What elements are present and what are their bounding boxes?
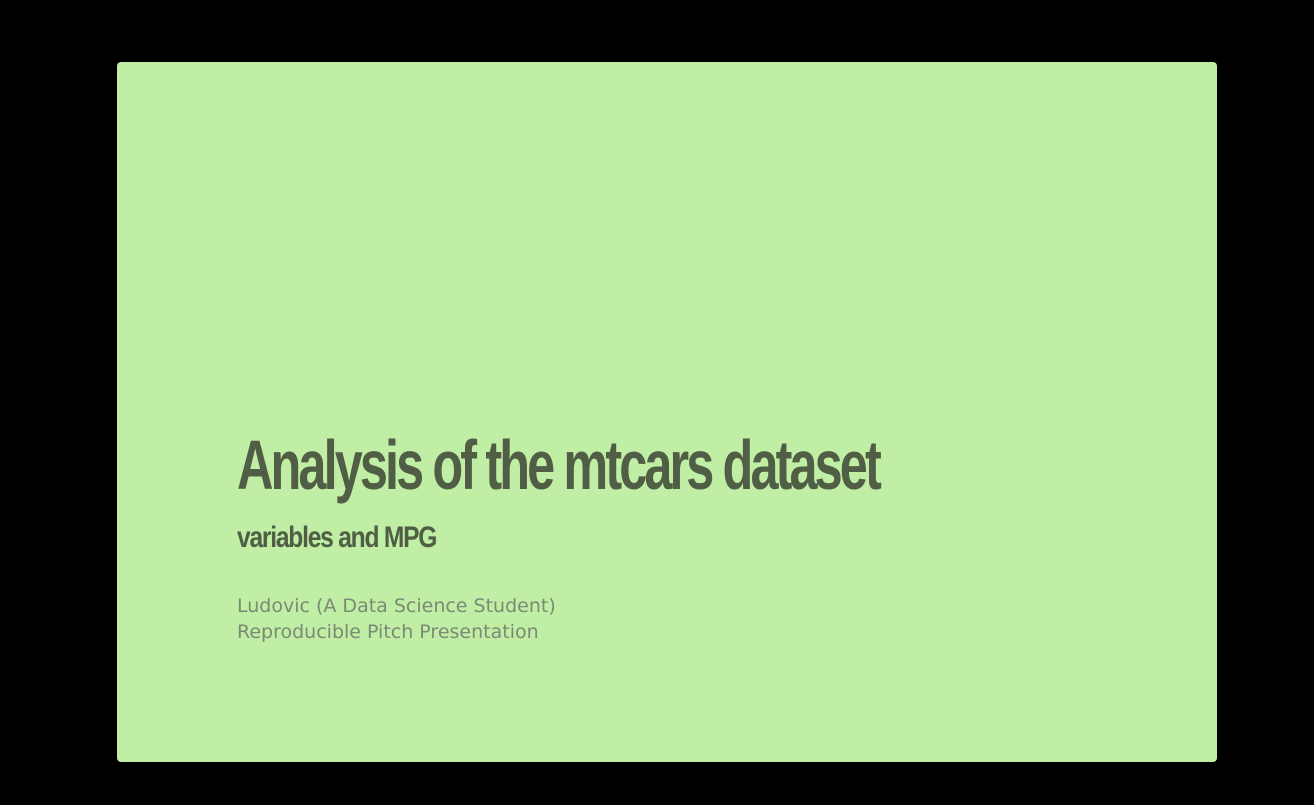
presentation-note: Reproducible Pitch Presentation — [237, 621, 539, 643]
slide-subtitle: variables and MPG — [237, 521, 437, 554]
slide-content: Analysis of the mtcars dataset variables… — [237, 427, 1137, 645]
title-slide: Analysis of the mtcars dataset variables… — [117, 62, 1217, 762]
slide-title: Analysis of the mtcars dataset — [237, 426, 882, 504]
slide-meta: Ludovic (A Data Science Student) Reprodu… — [237, 593, 1137, 645]
author-line: Ludovic (A Data Science Student) — [237, 595, 556, 617]
